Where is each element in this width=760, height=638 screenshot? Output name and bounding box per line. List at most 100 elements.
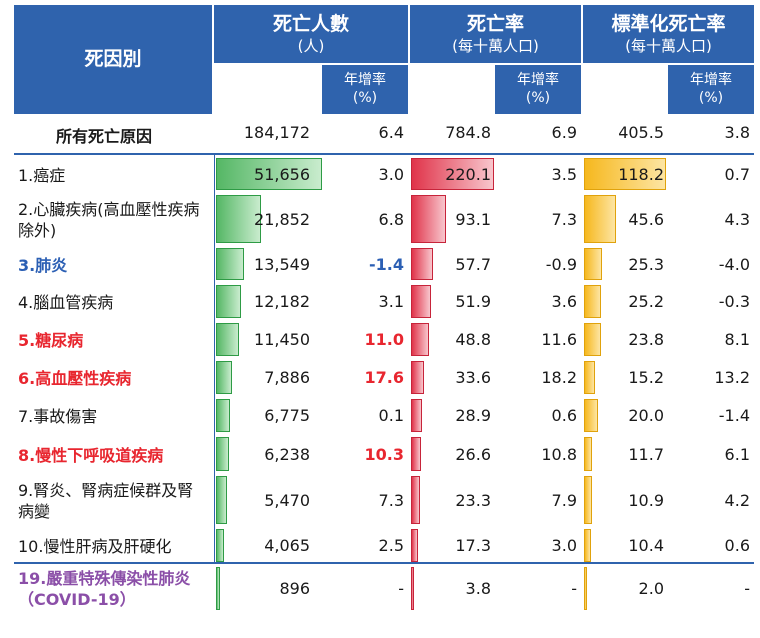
rate-value: 28.9	[455, 406, 491, 425]
deaths-bar	[216, 399, 230, 432]
header-growth-unit: (%)	[698, 89, 724, 106]
std-value: 2.0	[638, 579, 664, 598]
std-bar	[584, 529, 592, 562]
rate-growth: 18.2	[541, 368, 577, 387]
deaths-bar	[216, 158, 322, 190]
rate-bar	[411, 529, 418, 562]
rate-growth: 10.8	[541, 445, 577, 464]
deaths-growth: -	[398, 579, 404, 598]
cause-label: 19.嚴重特殊傳染性肺炎（COVID-19）	[18, 569, 191, 609]
total-deaths-growth: 6.4	[378, 123, 404, 142]
deaths-bar	[216, 529, 225, 562]
std-bar	[584, 361, 595, 394]
std-value: 25.3	[628, 255, 664, 274]
header-growth-label: 年增率	[517, 72, 559, 88]
total-std-growth: 3.8	[724, 123, 750, 142]
header-growth-unit: (%)	[352, 89, 378, 106]
rate-value: 23.3	[455, 491, 491, 510]
rate-growth: 3.5	[551, 165, 577, 184]
rate-growth: 3.0	[551, 536, 577, 555]
rate-bar	[411, 567, 414, 610]
rate-value: 26.6	[455, 445, 491, 464]
std-growth: -4.0	[718, 255, 750, 274]
rate-growth: 7.9	[551, 491, 577, 510]
rate-growth: 0.6	[551, 406, 577, 425]
cause-label: 7.事故傷害	[18, 407, 98, 426]
header-growth-unit: (%)	[525, 89, 551, 106]
header-std-growth: 年增率 (%)	[668, 65, 754, 114]
std-growth: -0.3	[718, 292, 750, 311]
deaths-growth: -1.4	[369, 255, 404, 274]
deaths-bar	[216, 285, 241, 318]
total-cause: 所有死亡原因	[56, 127, 153, 146]
header-std: 標準化死亡率 (每十萬人口)	[583, 5, 754, 63]
std-growth: 13.2	[714, 368, 750, 387]
std-bar	[584, 437, 593, 471]
deaths-value: 12,182	[254, 292, 310, 311]
std-value: 20.0	[628, 406, 664, 425]
rate-bar	[411, 158, 494, 190]
std-growth: 0.6	[724, 536, 750, 555]
std-growth: -	[744, 579, 750, 598]
std-growth: 6.1	[724, 445, 750, 464]
cause-label: 5.糖尿病	[18, 331, 84, 350]
deaths-value: 7,886	[264, 368, 310, 387]
rate-bar	[411, 248, 433, 280]
deaths-value: 21,852	[254, 210, 310, 229]
deaths-growth: 17.6	[364, 368, 404, 387]
deaths-value: 11,450	[254, 330, 310, 349]
rate-bar	[411, 285, 431, 318]
total-deaths: 184,172	[243, 123, 310, 142]
std-growth: 4.3	[724, 210, 750, 229]
std-bar	[584, 399, 598, 432]
cause-label: 8.慢性下呼吸道疾病	[18, 446, 164, 465]
cause-label: 1.癌症	[18, 166, 66, 185]
deaths-growth: 3.1	[378, 292, 404, 311]
header-growth-label: 年增率	[344, 72, 386, 88]
header-rate-growth: 年增率 (%)	[495, 65, 581, 114]
std-bar	[584, 158, 666, 190]
divider-covid	[14, 562, 754, 564]
std-value: 11.7	[628, 445, 664, 464]
header-growth-label: 年增率	[690, 72, 732, 88]
header-rate-unit: (每十萬人口)	[452, 36, 539, 55]
deaths-growth: 3.0	[378, 165, 404, 184]
rate-value: 3.8	[465, 579, 491, 598]
std-value: 23.8	[628, 330, 664, 349]
std-bar	[584, 285, 602, 318]
rate-growth: 7.3	[551, 210, 577, 229]
cause-label: 10.慢性肝病及肝硬化	[18, 537, 172, 556]
header-rate-title: 死亡率	[466, 12, 524, 35]
rate-bar	[411, 399, 422, 432]
rate-value: 57.7	[455, 255, 491, 274]
cause-label: 3.肺炎	[18, 256, 68, 275]
rate-value: 33.6	[455, 368, 491, 387]
std-growth: 8.1	[724, 330, 750, 349]
deaths-bar	[216, 248, 244, 280]
std-value: 10.9	[628, 491, 664, 510]
std-value: 25.2	[628, 292, 664, 311]
rate-value: 93.1	[455, 210, 491, 229]
cause-label: 9.腎炎、腎病症候群及腎病變	[18, 481, 194, 521]
header-deaths-growth: 年增率 (%)	[322, 65, 408, 114]
deaths-value: 51,656	[254, 165, 310, 184]
header-cause-label: 死因別	[84, 47, 142, 70]
deaths-bar	[216, 437, 229, 471]
deaths-bar	[216, 323, 240, 356]
cause-label: 2.心臟疾病(高血壓性疾病除外)	[18, 200, 200, 240]
rate-bar	[411, 437, 422, 471]
rate-bar	[411, 195, 447, 243]
std-growth: 4.2	[724, 491, 750, 510]
rate-bar	[411, 361, 424, 394]
total-rate-growth: 6.9	[551, 123, 577, 142]
rate-growth: -0.9	[545, 255, 577, 274]
total-rate: 784.8	[445, 123, 491, 142]
rate-value: 220.1	[445, 165, 491, 184]
column-divider	[214, 155, 215, 562]
header-std-unit: (每十萬人口)	[625, 36, 712, 55]
divider-top	[14, 153, 754, 155]
deaths-value: 4,065	[264, 536, 310, 555]
header-std-title: 標準化死亡率	[611, 12, 726, 35]
std-bar	[584, 248, 602, 280]
